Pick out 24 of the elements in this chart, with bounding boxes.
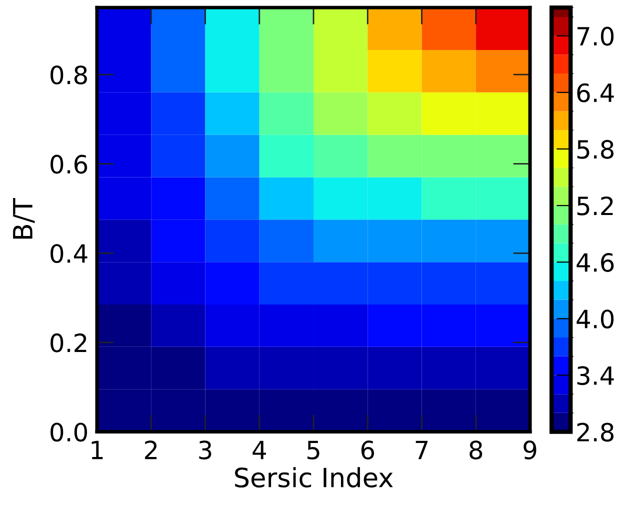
y-tick-label: 0.6 [50, 154, 88, 174]
color-bar-label: 3.4 [577, 366, 614, 386]
x-tick-label: 2 [145, 440, 157, 460]
y-axis-title: B/T [13, 198, 35, 239]
color-bar-label: 4.0 [576, 310, 614, 329]
color-bar-label: 6.4 [577, 83, 614, 102]
y-tick-label: 0.2 [50, 333, 86, 352]
x-tick-label: 6 [361, 440, 374, 460]
y-tick-label: 0.4 [50, 244, 88, 264]
x-tick-label: 3 [199, 440, 212, 460]
x-axis-title: Sersic Index [235, 467, 393, 488]
color-bar-label: 5.8 [577, 140, 614, 159]
color-bar-label: 7.0 [578, 26, 614, 46]
y-tick-label: 0.8 [50, 65, 87, 84]
x-tick-label: 5 [307, 440, 320, 460]
x-tick-label: 4 [252, 440, 266, 460]
color-bar-label: 2.8 [577, 422, 614, 442]
x-tick-label: 9 [524, 440, 536, 460]
x-tick-label: 8 [470, 440, 482, 460]
y-tick-label: 0.0 [50, 422, 88, 442]
color-bar-label: 4.6 [576, 253, 614, 272]
x-tick-label: 7 [416, 440, 428, 460]
color-bar-label: 5.2 [577, 196, 613, 216]
x-tick-label: 1 [92, 440, 103, 460]
